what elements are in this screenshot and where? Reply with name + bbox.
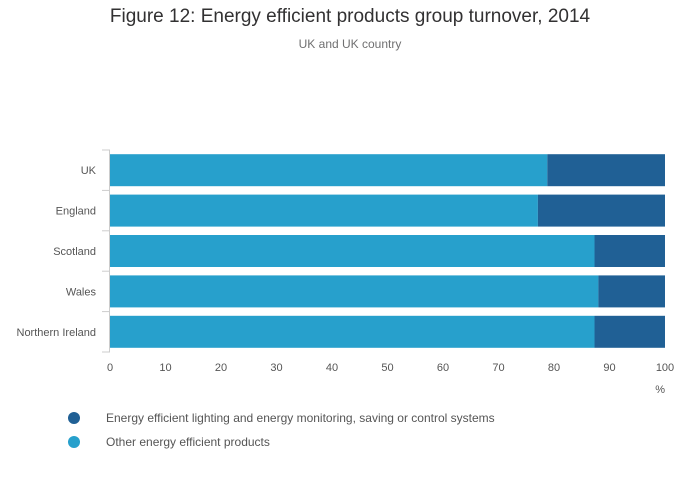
chart-title: Figure 12: Energy efficient products gro…: [109, 6, 591, 27]
legend-swatch-other: [68, 436, 80, 448]
chart-subtitle: UK and UK country: [298, 37, 402, 51]
legend: Energy efficient lighting and energy mon…: [68, 406, 495, 454]
bar-scotland-series-1: [594, 235, 665, 267]
bar-northern-ireland-series-1: [594, 315, 665, 348]
category-label: Wales: [66, 286, 97, 298]
x-tick-label: 40: [326, 362, 338, 374]
bar-uk-series-0: [110, 154, 548, 187]
category-label: England: [56, 206, 96, 218]
x-tick-label: 50: [381, 362, 393, 374]
x-tick-label: 70: [492, 362, 504, 374]
legend-item-other: Other energy efficient products: [68, 430, 495, 454]
x-tick-label: 90: [603, 362, 615, 374]
x-axis-label: %: [655, 384, 665, 396]
bar-wales-series-0: [110, 275, 599, 308]
x-tick-label: 0: [107, 362, 113, 374]
category-label: Scotland: [53, 246, 96, 258]
bar-england-series-1: [537, 194, 665, 227]
x-tick-label: 20: [215, 362, 227, 374]
legend-label-lighting: Energy efficient lighting and energy mon…: [106, 411, 495, 425]
x-tick-label: 10: [159, 362, 171, 374]
legend-swatch-lighting: [68, 412, 80, 424]
bar-wales-series-1: [598, 275, 665, 308]
bar-uk-series-1: [547, 154, 665, 187]
legend-item-lighting: Energy efficient lighting and energy mon…: [68, 406, 495, 430]
x-tick-label: 80: [548, 362, 560, 374]
category-label: UK: [81, 165, 97, 177]
bar-england-series-0: [110, 194, 538, 227]
bar-scotland-series-0: [110, 235, 595, 267]
x-tick-label: 60: [437, 362, 449, 374]
x-tick-label: 100: [656, 362, 674, 374]
bar-northern-ireland-series-0: [110, 315, 595, 348]
legend-label-other: Other energy efficient products: [106, 435, 270, 449]
x-tick-label: 30: [270, 362, 282, 374]
category-label: Northern Ireland: [17, 327, 97, 339]
